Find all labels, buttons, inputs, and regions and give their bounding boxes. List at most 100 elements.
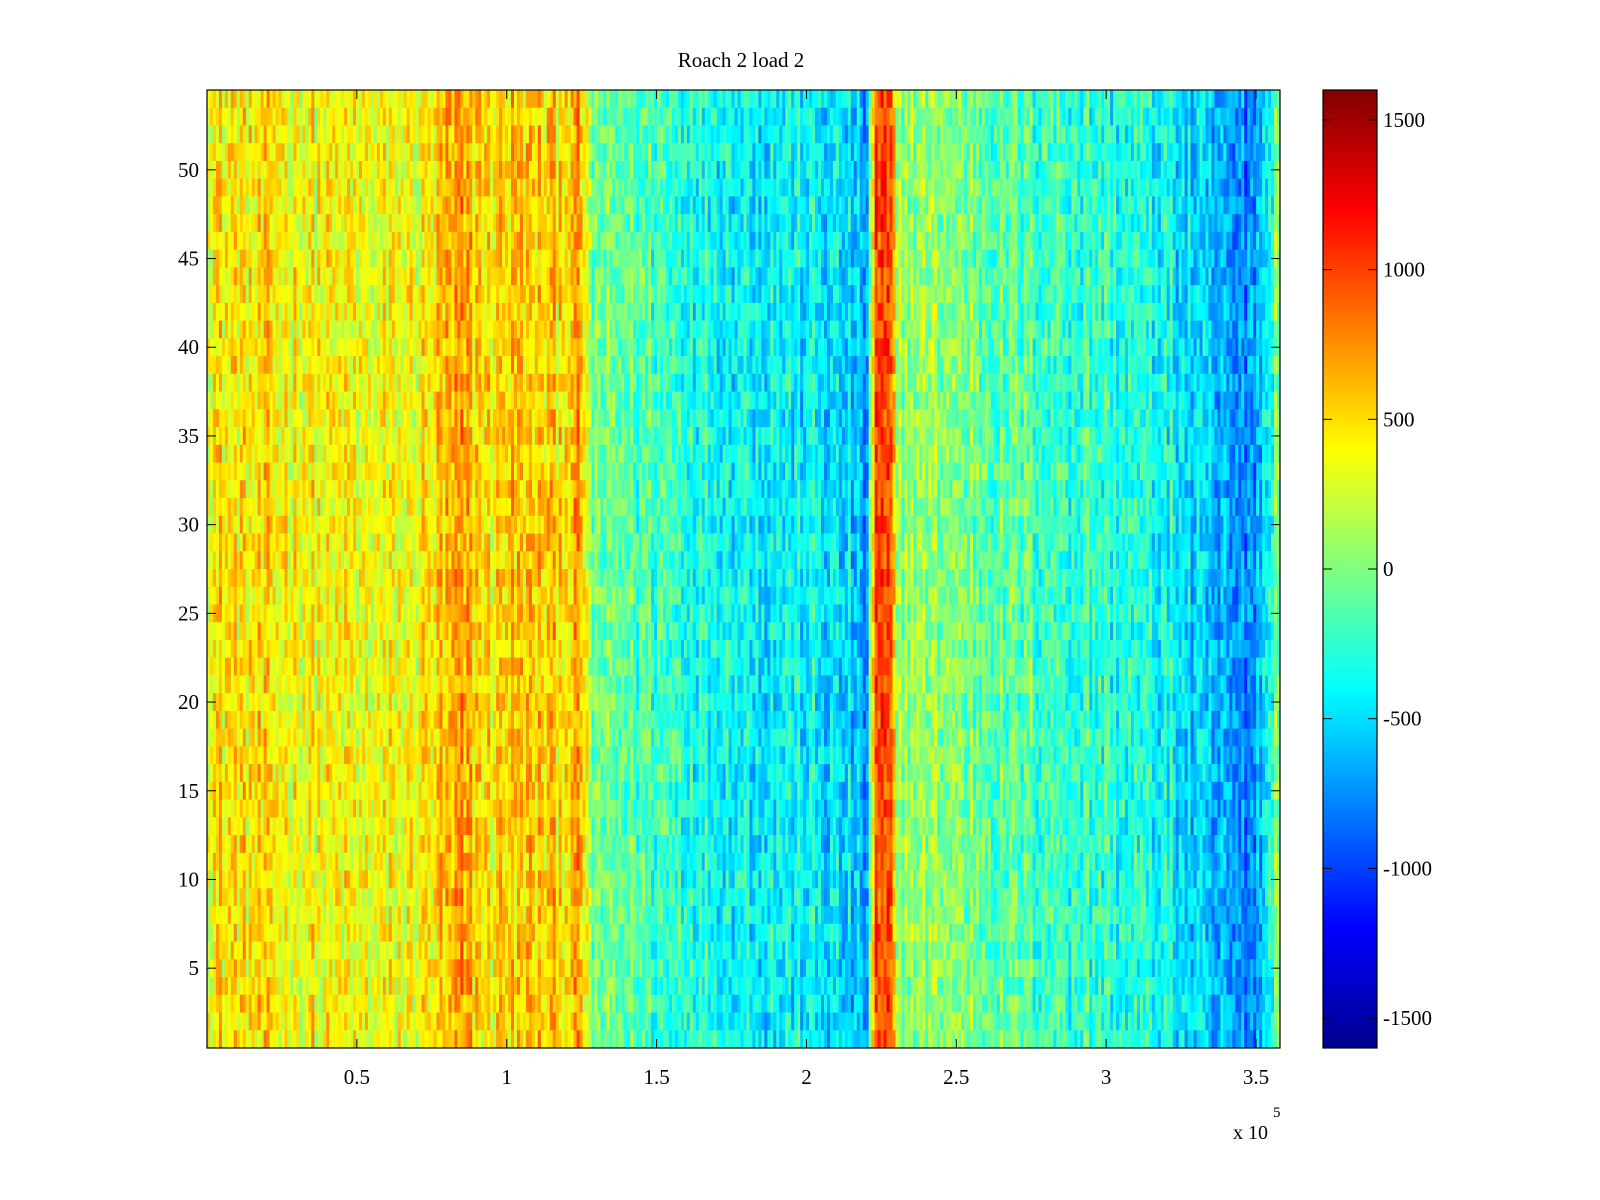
heatmap-cell <box>779 107 783 127</box>
heatmap-cell <box>973 178 977 198</box>
heatmap-cell <box>409 178 414 198</box>
heatmap-cell <box>502 178 506 198</box>
heatmap-cell <box>218 214 223 233</box>
heatmap-cell <box>1148 125 1153 144</box>
heatmap-cell <box>588 178 593 198</box>
heatmap-cell <box>943 143 947 162</box>
heatmap-cell <box>850 143 855 162</box>
heatmap-cell <box>636 143 640 162</box>
heatmap-cell <box>731 125 736 144</box>
heatmap-cell <box>442 143 447 162</box>
heatmap-cell <box>1122 107 1126 127</box>
heatmap-cell <box>841 143 846 162</box>
heatmap-cell <box>919 125 923 144</box>
heatmap-cell <box>394 107 399 127</box>
heatmap-cell <box>922 107 926 127</box>
heatmap-cell <box>588 160 593 180</box>
heatmap-cell <box>1041 196 1046 215</box>
heatmap-cell <box>591 125 596 144</box>
heatmap-cell <box>749 160 754 180</box>
heatmap-cell <box>925 143 929 162</box>
heatmap-cell <box>445 90 450 109</box>
heatmap-cell <box>1110 160 1114 180</box>
heatmap-cell <box>1262 107 1266 127</box>
heatmap-cell <box>347 178 351 198</box>
heatmap-cell <box>1002 107 1007 127</box>
heatmap-cell <box>519 107 524 127</box>
heatmap-cell <box>1053 90 1058 109</box>
heatmap-cell <box>1038 178 1043 198</box>
heatmap-cell <box>588 107 593 127</box>
heatmap-cell <box>815 107 819 127</box>
heatmap-cell <box>1127 125 1132 144</box>
heatmap-cell <box>943 196 947 215</box>
heatmap-cell <box>791 160 795 180</box>
heatmap-cell <box>481 160 485 180</box>
heatmap-cell <box>1190 160 1195 180</box>
heatmap-cell <box>1035 196 1040 215</box>
heatmap-cell <box>746 125 751 144</box>
heatmap-cell <box>910 178 914 198</box>
heatmap-cell <box>460 143 464 162</box>
heatmap-cell <box>320 143 324 162</box>
heatmap-cell <box>1062 90 1066 109</box>
heatmap-cell <box>522 196 527 215</box>
heatmap-cell <box>230 125 235 144</box>
heatmap-cell <box>1253 143 1257 162</box>
heatmap-cell <box>883 125 888 144</box>
heatmap-cell <box>597 160 602 180</box>
heatmap-cell <box>516 125 521 144</box>
heatmap-cell <box>412 178 417 198</box>
heatmap-cell <box>1217 107 1221 127</box>
heatmap-cell <box>749 125 754 144</box>
heatmap-cell <box>654 90 658 109</box>
heatmap-cell <box>305 143 309 162</box>
heatmap-cell <box>478 160 482 180</box>
heatmap-cell <box>1229 160 1233 180</box>
heatmap-cell <box>311 214 315 233</box>
heatmap-cell <box>508 143 512 162</box>
heatmap-cell <box>466 143 470 162</box>
heatmap-cell <box>671 160 676 180</box>
heatmap-cell <box>335 160 339 180</box>
heatmap-cell <box>1244 143 1248 162</box>
heatmap-cell <box>1205 196 1210 215</box>
heatmap-cell <box>841 196 846 215</box>
heatmap-cell <box>1178 196 1183 215</box>
heatmap-cell <box>826 125 831 144</box>
heatmap-cell <box>409 143 414 162</box>
heatmap-cell <box>758 143 762 162</box>
heatmap-cell <box>448 107 453 127</box>
heatmap-cell <box>934 196 938 215</box>
heatmap-cell <box>484 196 488 215</box>
heatmap-cell <box>296 178 300 198</box>
heatmap-cell <box>379 90 384 109</box>
heatmap-cell <box>1265 90 1269 109</box>
heatmap-cell <box>883 107 888 127</box>
heatmap-cell <box>296 125 300 144</box>
heatmap-cell <box>212 125 217 144</box>
heatmap-cell <box>943 107 947 127</box>
heatmap-cell <box>1154 178 1159 198</box>
heatmap-cell <box>868 125 873 144</box>
heatmap-cell <box>385 143 390 162</box>
heatmap-cell <box>987 90 992 109</box>
heatmap-cell <box>564 196 569 215</box>
heatmap-cell <box>373 160 378 180</box>
heatmap-cell <box>436 107 441 127</box>
heatmap-cell <box>910 90 914 109</box>
heatmap-cell <box>341 160 345 180</box>
heatmap-cell <box>1116 178 1120 198</box>
heatmap-cell <box>731 143 736 162</box>
heatmap-cell <box>818 107 822 127</box>
heatmap-cell <box>1026 196 1031 215</box>
heatmap-cell <box>755 160 759 180</box>
heatmap-cell <box>350 90 354 109</box>
heatmap-cell <box>1005 196 1010 215</box>
heatmap-cell <box>1175 125 1180 144</box>
heatmap-cell <box>1235 107 1239 127</box>
heatmap-cell <box>797 143 801 162</box>
heatmap-cell <box>287 90 292 109</box>
heatmap-cell <box>454 160 458 180</box>
heatmap-cell <box>1062 160 1066 180</box>
